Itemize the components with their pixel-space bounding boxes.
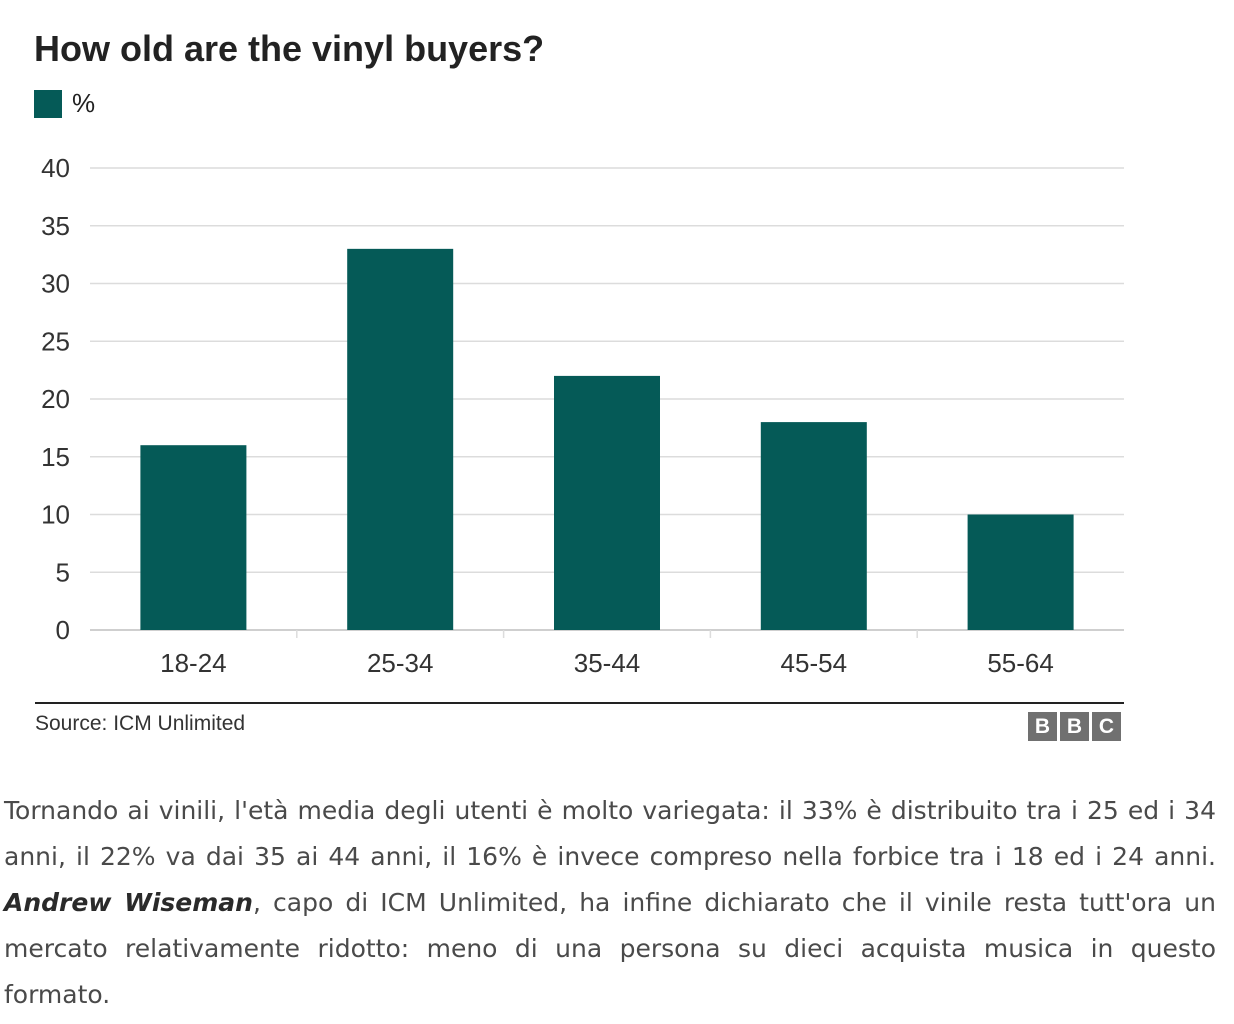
legend-label: % xyxy=(72,88,96,118)
y-tick-label: 0 xyxy=(56,615,70,645)
x-tick-label: 18-24 xyxy=(160,648,227,678)
author-name: Andrew Wiseman xyxy=(4,888,253,917)
chart-title: How old are the vinyl buyers? xyxy=(34,28,545,69)
y-tick-label: 5 xyxy=(56,557,70,587)
logo-letter: B xyxy=(1060,712,1089,741)
y-tick-label: 20 xyxy=(41,384,70,414)
bar xyxy=(967,514,1074,630)
logo-letter: C xyxy=(1092,712,1121,741)
y-tick-label: 25 xyxy=(41,326,70,356)
y-tick-label: 40 xyxy=(41,153,70,183)
x-tick-label: 45-54 xyxy=(781,648,848,678)
bar xyxy=(554,375,660,630)
bar xyxy=(347,248,454,630)
y-tick-label: 15 xyxy=(41,442,70,472)
chart-legend: % xyxy=(34,88,95,119)
article-paragraph: Tornando ai vinili, l'età media degli ut… xyxy=(4,788,1216,1018)
y-tick-label: 35 xyxy=(41,211,70,241)
x-tick-label: 25-34 xyxy=(367,648,434,678)
logo-letter: B xyxy=(1028,712,1057,741)
source-divider xyxy=(35,702,1124,704)
y-tick-label: 10 xyxy=(41,500,70,530)
x-tick-label: 35-44 xyxy=(574,648,641,678)
paragraph-text-end: , capo di ICM Unlimited, ha infine dichi… xyxy=(4,888,1216,1009)
legend-swatch xyxy=(34,89,62,118)
source-note: Source: ICM Unlimited xyxy=(35,712,246,735)
x-tick-label: 55-64 xyxy=(987,648,1054,678)
bar-chart: 0 5 10 15 20 25 30 35 40 18-24 25-34 35-44 45-54 55-6… xyxy=(41,153,1124,678)
paragraph-text-start: Tornando ai vinili, l'età media degli ut… xyxy=(4,796,1216,871)
bar xyxy=(760,422,867,630)
y-tick-label: 30 xyxy=(41,269,70,299)
bbc-logo: B B C xyxy=(1028,712,1121,741)
bar xyxy=(140,445,247,630)
